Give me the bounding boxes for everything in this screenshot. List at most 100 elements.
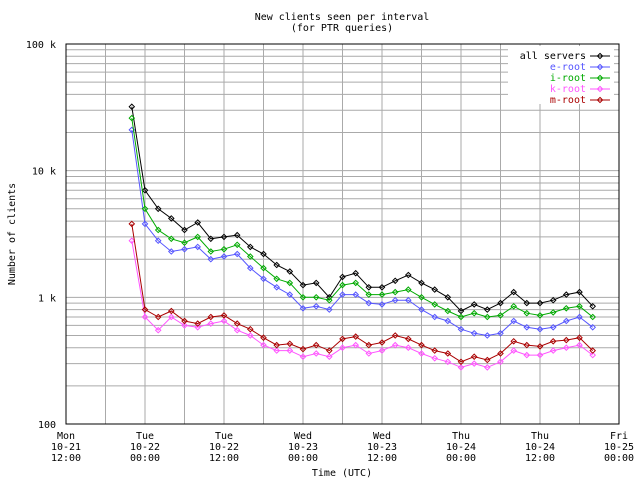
series-point xyxy=(154,205,162,213)
series-point xyxy=(562,304,570,312)
series-point xyxy=(273,341,281,349)
series-point xyxy=(444,293,452,301)
series-point xyxy=(510,288,518,296)
x-tick-label: 12:00 xyxy=(51,453,81,464)
series-point xyxy=(207,248,215,255)
series-point xyxy=(536,351,544,359)
series-point xyxy=(207,320,215,327)
series-point xyxy=(418,306,425,313)
series-point xyxy=(497,358,504,366)
series-point xyxy=(431,286,439,293)
x-tick-label: 00:00 xyxy=(130,453,160,464)
series-point xyxy=(154,326,162,334)
series-point xyxy=(128,237,136,245)
series-point xyxy=(246,325,254,333)
series-point xyxy=(378,291,386,298)
series-point xyxy=(589,302,597,310)
series-point xyxy=(497,299,504,307)
series-point xyxy=(523,341,531,349)
y-tick-label: 100 xyxy=(38,420,56,431)
series-point xyxy=(365,291,373,298)
series-layer xyxy=(128,103,597,371)
series-point xyxy=(286,340,294,348)
series-point xyxy=(483,332,491,339)
x-tick-label: Mon xyxy=(57,431,75,442)
series-point xyxy=(523,323,531,331)
series-point xyxy=(457,325,465,333)
series-point xyxy=(562,291,570,298)
series-point xyxy=(418,350,425,357)
series-point xyxy=(339,344,346,352)
series-point xyxy=(286,268,294,275)
series-point xyxy=(391,277,399,285)
series-point xyxy=(181,245,188,253)
series-point xyxy=(562,336,570,344)
series-point xyxy=(470,360,478,367)
series-point xyxy=(141,205,149,213)
series-point xyxy=(483,364,491,371)
series-point xyxy=(194,323,202,331)
series-point xyxy=(141,186,149,194)
series-point xyxy=(246,264,254,272)
series-point xyxy=(286,279,294,287)
series-point xyxy=(523,309,531,317)
x-tick-label: 12:00 xyxy=(525,453,555,464)
plot-frame xyxy=(65,43,620,425)
series-point xyxy=(312,302,320,310)
series-point xyxy=(233,326,241,334)
series-point xyxy=(457,364,465,371)
series-point xyxy=(299,281,307,289)
series-point xyxy=(325,306,333,313)
series-point xyxy=(181,239,188,247)
series-point xyxy=(154,237,162,245)
series-point xyxy=(510,337,518,345)
x-tick-label: 10-22 xyxy=(209,442,239,453)
series-point xyxy=(181,226,188,234)
series-point xyxy=(549,347,557,354)
series-point xyxy=(325,353,333,361)
series-point xyxy=(497,329,504,337)
series-point xyxy=(273,275,281,283)
series-point xyxy=(220,245,228,253)
series-point xyxy=(286,347,294,354)
series-point xyxy=(391,341,399,349)
series-line xyxy=(131,118,594,318)
y-tick-label: 10 k xyxy=(32,167,56,178)
x-tick-label: 00:00 xyxy=(288,453,318,464)
series-point xyxy=(260,341,267,349)
x-tick-label: 10-24 xyxy=(525,442,555,453)
series-point xyxy=(536,312,544,319)
legend-label: e-root xyxy=(550,62,586,73)
series-point xyxy=(418,293,425,301)
series-point xyxy=(497,312,504,319)
legend-marker xyxy=(596,63,604,71)
x-tick-label: 10-25 xyxy=(604,442,634,453)
y-tick-label: 100 k xyxy=(26,40,56,51)
x-tick-label: 12:00 xyxy=(367,453,397,464)
series-point xyxy=(589,347,597,354)
series-point xyxy=(299,345,307,353)
series-point xyxy=(536,343,544,350)
series-point xyxy=(378,283,386,291)
series-point xyxy=(404,344,412,352)
series-point xyxy=(299,304,307,312)
series-point xyxy=(154,226,162,234)
series-point xyxy=(378,301,386,308)
series-point xyxy=(339,335,346,343)
series-line xyxy=(131,223,594,363)
series-point xyxy=(220,253,228,260)
series-point xyxy=(312,293,320,301)
series-point xyxy=(431,347,439,354)
series-point xyxy=(273,347,281,354)
series-point xyxy=(260,275,267,283)
series-point xyxy=(128,103,136,111)
series-point xyxy=(352,279,360,287)
series-point xyxy=(497,350,504,357)
series-point xyxy=(470,301,478,308)
x-tick-label: Tue xyxy=(136,431,154,442)
series-point xyxy=(312,279,320,287)
series-point xyxy=(576,341,583,349)
series-point xyxy=(391,296,399,304)
series-point xyxy=(418,279,425,287)
